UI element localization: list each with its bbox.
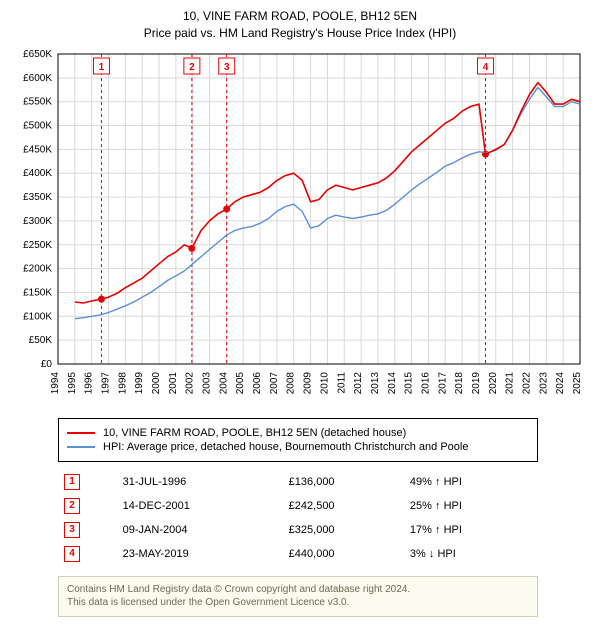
sale-marker-number: 1 (99, 62, 105, 73)
y-tick-label: £300K (23, 216, 52, 227)
license-line-2: This data is licensed under the Open Gov… (67, 596, 529, 610)
x-tick-label: 2020 (488, 371, 499, 394)
sales-table: 1 31-JUL-1996£136,00049% ↑ HPI 2 14-DEC-200… (58, 470, 538, 566)
sale-pct: 17% ↑ HPI (404, 518, 538, 542)
x-tick-label: 2015 (404, 371, 415, 394)
sale-date: 23-MAY-2019 (117, 542, 283, 566)
y-tick-label: £650K (23, 49, 52, 60)
legend-label: 10, VINE FARM ROAD, POOLE, BH12 5EN (det… (103, 427, 406, 439)
table-row: 4 23-MAY-2019£440,0003% ↓ HPI (58, 542, 538, 566)
x-tick-label: 2019 (471, 371, 482, 394)
table-row: 2 14-DEC-2001£242,50025% ↑ HPI (58, 494, 538, 518)
x-tick-label: 1999 (134, 371, 145, 394)
arrow-icon: ↑ (435, 500, 441, 512)
y-tick-label: £500K (23, 120, 52, 131)
x-tick-label: 2022 (521, 371, 532, 394)
y-tick-label: £450K (23, 144, 52, 155)
x-tick-label: 2006 (252, 371, 263, 394)
y-tick-label: £150K (23, 287, 52, 298)
table-row: 1 31-JUL-1996£136,00049% ↑ HPI (58, 470, 538, 494)
sale-marker-number: 2 (189, 62, 195, 73)
sale-marker-box: 1 (64, 474, 80, 490)
legend-item: 10, VINE FARM ROAD, POOLE, BH12 5EN (det… (67, 427, 529, 439)
y-tick-label: £200K (23, 263, 52, 274)
chart-title-block: 10, VINE FARM ROAD, POOLE, BH12 5EN Pric… (10, 8, 590, 42)
x-tick-label: 2007 (269, 371, 280, 394)
x-tick-label: 2023 (538, 371, 549, 394)
sale-marker-box: 2 (64, 498, 80, 514)
x-tick-label: 2016 (420, 371, 431, 394)
x-tick-label: 1995 (67, 371, 78, 394)
x-tick-label: 1996 (84, 371, 95, 394)
y-tick-label: £50K (29, 335, 53, 346)
x-tick-label: 2014 (387, 371, 398, 394)
y-tick-label: £600K (23, 72, 52, 83)
arrow-icon: ↓ (429, 548, 435, 560)
x-tick-label: 2009 (303, 371, 314, 394)
y-tick-label: £350K (23, 192, 52, 203)
y-tick-label: £0 (41, 359, 53, 370)
x-tick-label: 2012 (353, 371, 364, 394)
sale-price: £440,000 (283, 542, 404, 566)
sale-marker-cell: 1 (58, 470, 117, 494)
x-tick-label: 2004 (218, 371, 229, 394)
sale-marker-cell: 4 (58, 542, 117, 566)
x-tick-label: 2021 (505, 371, 516, 394)
sale-date: 31-JUL-1996 (117, 470, 283, 494)
x-tick-label: 2008 (286, 371, 297, 394)
x-tick-label: 2017 (437, 371, 448, 394)
x-tick-label: 2011 (336, 371, 347, 393)
sale-marker-box: 4 (64, 546, 80, 562)
x-tick-label: 2005 (235, 371, 246, 394)
sale-pct: 3% ↓ HPI (404, 542, 538, 566)
sale-marker-cell: 2 (58, 494, 117, 518)
title-line-2: Price paid vs. HM Land Registry's House … (10, 25, 590, 42)
sale-price: £136,000 (283, 470, 404, 494)
sale-marker-box: 3 (64, 522, 80, 538)
x-tick-label: 2001 (168, 371, 179, 394)
y-tick-label: £250K (23, 239, 52, 250)
sale-price: £325,000 (283, 518, 404, 542)
legend-swatch (67, 432, 95, 434)
x-tick-label: 2024 (555, 371, 566, 394)
legend-swatch (67, 446, 95, 448)
x-tick-label: 2000 (151, 371, 162, 394)
y-tick-label: £550K (23, 96, 52, 107)
sale-pct: 25% ↑ HPI (404, 494, 538, 518)
arrow-icon: ↑ (435, 524, 441, 536)
sale-marker-cell: 3 (58, 518, 117, 542)
x-tick-label: 2003 (202, 371, 213, 394)
title-line-1: 10, VINE FARM ROAD, POOLE, BH12 5EN (10, 8, 590, 25)
license-line-1: Contains HM Land Registry data © Crown c… (67, 583, 529, 597)
price-chart: £0 £50K £100K £150K £200K £250K £300K £350K £400… (10, 48, 590, 408)
sale-date: 14-DEC-2001 (117, 494, 283, 518)
arrow-icon: ↑ (435, 476, 441, 488)
x-tick-label: 2002 (185, 371, 196, 394)
y-tick-label: £400K (23, 168, 52, 179)
x-tick-label: 1994 (50, 371, 61, 394)
x-tick-label: 2013 (370, 371, 381, 394)
table-row: 3 09-JAN-2004£325,00017% ↑ HPI (58, 518, 538, 542)
legend-item: HPI: Average price, detached house, Bour… (67, 441, 529, 453)
x-tick-label: 2010 (319, 371, 330, 394)
sale-marker-number: 4 (483, 62, 489, 73)
y-tick-label: £100K (23, 311, 52, 322)
sale-pct: 49% ↑ HPI (404, 470, 538, 494)
x-tick-label: 2018 (454, 371, 465, 394)
sale-price: £242,500 (283, 494, 404, 518)
x-tick-label: 2025 (572, 371, 583, 394)
x-tick-label: 1997 (101, 371, 112, 394)
legend-label: HPI: Average price, detached house, Bour… (103, 441, 468, 453)
legend: 10, VINE FARM ROAD, POOLE, BH12 5EN (det… (58, 418, 538, 462)
sale-marker-number: 3 (224, 62, 230, 73)
x-tick-label: 1998 (117, 371, 128, 394)
sale-date: 09-JAN-2004 (117, 518, 283, 542)
license-box: Contains HM Land Registry data © Crown c… (58, 576, 538, 617)
